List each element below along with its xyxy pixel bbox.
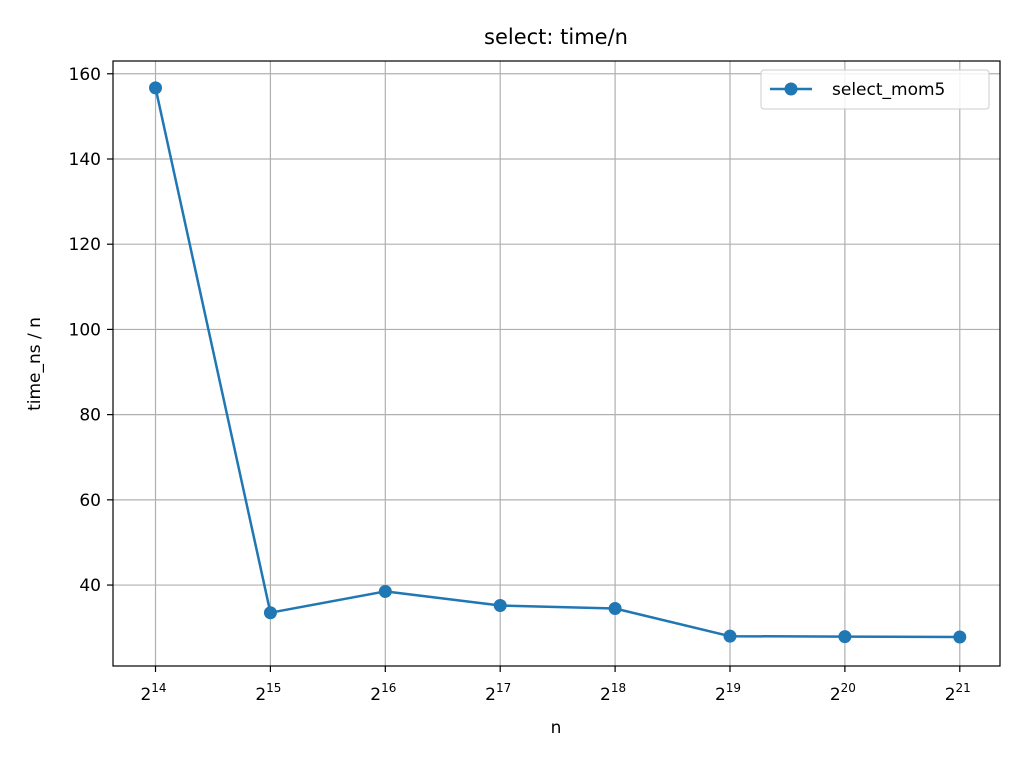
- data-point: [149, 81, 163, 95]
- x-tick-label: 216: [370, 681, 396, 705]
- x-tick-label: 218: [600, 681, 626, 705]
- y-tick-label: 60: [79, 491, 101, 511]
- data-point: [378, 584, 392, 598]
- data-point: [263, 606, 277, 620]
- series-layer: [149, 81, 967, 644]
- series-line-select_mom5: [154, 87, 960, 639]
- y-tick-label: 100: [69, 320, 101, 340]
- x-tick-label: 220: [830, 681, 856, 705]
- x-tick-label: 214: [140, 681, 166, 705]
- data-point: [608, 601, 622, 615]
- legend-marker: [784, 82, 798, 96]
- y-tick-label: 120: [69, 235, 101, 255]
- data-point: [953, 630, 967, 644]
- y-tick-label: 160: [69, 65, 101, 85]
- y-axis-label: time_ns / n: [25, 317, 45, 411]
- y-tick-label: 80: [79, 406, 101, 426]
- plot-frame: [112, 60, 1001, 667]
- x-tick-label: 215: [255, 681, 281, 705]
- data-point: [493, 599, 507, 612]
- x-tick-label: 217: [485, 681, 511, 705]
- x-tick-label: 221: [945, 681, 971, 705]
- ticks: 214 215 216 217 218 219 220 221 40 60 80 100 120 140 1…: [69, 65, 971, 705]
- y-tick-label: 40: [79, 576, 101, 596]
- legend-label: select_mom5: [832, 80, 945, 100]
- legend-frame: [760, 69, 990, 110]
- x-tick-label: 219: [715, 681, 741, 705]
- legend: select_mom5: [760, 69, 990, 110]
- chart-title: select: time/n: [484, 25, 628, 49]
- grid: [113, 61, 1000, 666]
- data-point: [723, 629, 737, 643]
- x-axis-label: n: [551, 718, 562, 738]
- y-tick-label: 140: [69, 150, 101, 170]
- data-point: [838, 630, 852, 644]
